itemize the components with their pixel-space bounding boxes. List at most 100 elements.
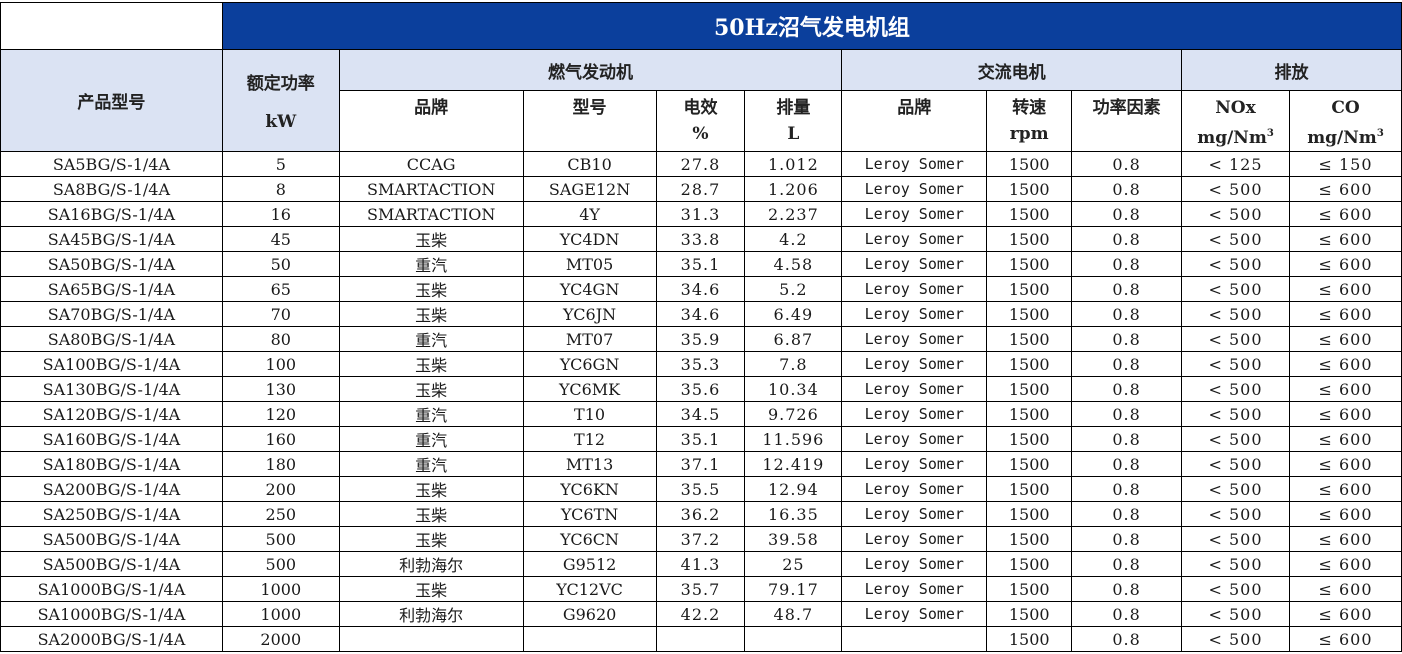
engine-model-cell: YC6CN — [522, 526, 657, 552]
nox-cell: < 500 — [1181, 451, 1290, 477]
efficiency-cell: 33.8 — [655, 226, 746, 252]
nox-cell: < 500 — [1181, 326, 1290, 352]
header-emission-group: 排放 — [1181, 49, 1402, 91]
rated-power-cell: 160 — [221, 426, 340, 452]
nox-cell: < 500 — [1181, 426, 1290, 452]
engine-model-cell: YC4GN — [522, 276, 657, 302]
efficiency-cell: 36.2 — [655, 501, 746, 527]
displacement-cell: 39.58 — [744, 526, 843, 552]
table-row: SA120BG/S-1/4A 120 重汽 T10 34.5 9.726 Leroy Som… — [0, 401, 1402, 427]
rated-power-cell: 200 — [221, 476, 340, 502]
engine-model-cell: YC6MK — [522, 376, 657, 402]
engine-brand-cell: 重汽 — [338, 251, 524, 277]
co-unit-exp: 3 — [1376, 128, 1384, 139]
title-left-blank — [0, 2, 223, 50]
rated-power-unit: kW — [265, 112, 297, 132]
engine-brand-cell: 重汽 — [338, 426, 524, 452]
speed-cell: 1500 — [986, 251, 1073, 277]
power-factor-cell: 0.8 — [1071, 301, 1183, 327]
nox-cell: < 500 — [1181, 626, 1290, 652]
nox-cell: < 125 — [1181, 151, 1290, 177]
power-factor-cell: 0.8 — [1071, 601, 1183, 627]
speed-cell: 1500 — [986, 151, 1073, 177]
co-cell: ≤ 600 — [1288, 501, 1402, 527]
model-cell: SA500BG/S-1/4A — [0, 526, 223, 552]
nox-cell: < 500 — [1181, 551, 1290, 577]
alt-brand-cell: Leroy Somer — [841, 201, 988, 227]
engine-model-cell: SAGE12N — [522, 176, 657, 202]
rated-power-cell: 2000 — [221, 626, 340, 652]
engine-model-cell: MT07 — [522, 326, 657, 352]
speed-cell: 1500 — [986, 426, 1073, 452]
efficiency-label: 电效 — [683, 98, 718, 118]
power-factor-cell: 0.8 — [1071, 501, 1183, 527]
alt-brand-cell: Leroy Somer — [841, 576, 988, 602]
nox-cell: < 500 — [1181, 576, 1290, 602]
co-cell: ≤ 600 — [1288, 551, 1402, 577]
power-factor-cell: 0.8 — [1071, 151, 1183, 177]
engine-model-cell: T12 — [522, 426, 657, 452]
power-factor-cell: 0.8 — [1071, 526, 1183, 552]
displacement-cell: 48.7 — [744, 601, 843, 627]
engine-model-cell: 4Y — [522, 201, 657, 227]
engine-model-cell: YC6GN — [522, 351, 657, 377]
displacement-cell: 4.58 — [744, 251, 843, 277]
engine-model-cell: YC6KN — [522, 476, 657, 502]
nox-unit: mg/Nm — [1197, 128, 1267, 148]
rated-power-cell: 120 — [221, 401, 340, 427]
model-cell: SA70BG/S-1/4A — [0, 301, 223, 327]
alt-brand-cell: Leroy Somer — [841, 226, 988, 252]
efficiency-cell: 35.7 — [655, 576, 746, 602]
efficiency-cell: 35.9 — [655, 326, 746, 352]
power-factor-cell: 0.8 — [1071, 326, 1183, 352]
model-cell: SA130BG/S-1/4A — [0, 376, 223, 402]
co-cell: ≤ 600 — [1288, 251, 1402, 277]
table-row: SA200BG/S-1/4A 200 玉柴 YC6KN 35.5 12.94 Leroy S… — [0, 476, 1402, 502]
power-factor-cell: 0.8 — [1071, 476, 1183, 502]
rated-power-cell: 16 — [221, 201, 340, 227]
co-cell: ≤ 600 — [1288, 476, 1402, 502]
efficiency-cell: 35.5 — [655, 476, 746, 502]
engine-model-cell: YC4DN — [522, 226, 657, 252]
displacement-cell: 1.012 — [744, 151, 843, 177]
displacement-cell: 12.94 — [744, 476, 843, 502]
engine-brand-cell: 重汽 — [338, 401, 524, 427]
model-cell: SA1000BG/S-1/4A — [0, 601, 223, 627]
power-factor-cell: 0.8 — [1071, 426, 1183, 452]
alt-brand-cell: Leroy Somer — [841, 401, 988, 427]
nox-cell: < 500 — [1181, 401, 1290, 427]
displacement-label: 排量 — [776, 98, 811, 118]
header-engine-model: 型号 — [522, 90, 657, 152]
speed-cell: 1500 — [986, 201, 1073, 227]
alt-brand-cell — [841, 626, 988, 652]
table-row: SA16BG/S-1/4A 16 SMARTACTION 4Y 31.3 2.237 Ler… — [0, 201, 1402, 227]
co-cell: ≤ 600 — [1288, 526, 1402, 552]
alt-brand-cell: Leroy Somer — [841, 351, 988, 377]
engine-brand-cell: 玉柴 — [338, 351, 524, 377]
nox-unit-wrap: mg/Nm3 — [1183, 121, 1289, 151]
efficiency-cell: 37.2 — [655, 526, 746, 552]
model-cell: SA5BG/S-1/4A — [0, 151, 223, 177]
nox-cell: < 500 — [1181, 501, 1290, 527]
co-cell: ≤ 600 — [1288, 326, 1402, 352]
engine-brand-cell: 玉柴 — [338, 476, 524, 502]
speed-unit: rpm — [1009, 124, 1049, 144]
table-row: SA1000BG/S-1/4A 1000 利勃海尔 G9620 42.2 48.7 Lero… — [0, 601, 1402, 627]
co-cell: ≤ 600 — [1288, 301, 1402, 327]
power-factor-cell: 0.8 — [1071, 451, 1183, 477]
rated-power-cell: 180 — [221, 451, 340, 477]
displacement-cell: 2.237 — [744, 201, 843, 227]
model-cell: SA8BG/S-1/4A — [0, 176, 223, 202]
engine-brand-cell: 玉柴 — [338, 501, 524, 527]
speed-cell: 1500 — [986, 551, 1073, 577]
rated-power-cell: 500 — [221, 526, 340, 552]
efficiency-cell: 35.3 — [655, 351, 746, 377]
co-cell: ≤ 600 — [1288, 576, 1402, 602]
speed-cell: 1500 — [986, 376, 1073, 402]
efficiency-cell: 34.5 — [655, 401, 746, 427]
engine-model-cell: MT05 — [522, 251, 657, 277]
speed-label: 转速 — [1012, 98, 1047, 118]
engine-brand-cell: CCAG — [338, 151, 524, 177]
table-row: SA80BG/S-1/4A 80 重汽 MT07 35.9 6.87 Leroy Somer… — [0, 326, 1402, 352]
nox-cell: < 500 — [1181, 176, 1290, 202]
